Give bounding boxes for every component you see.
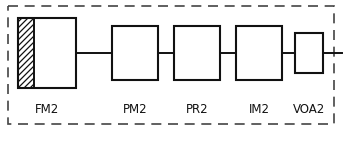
Bar [18,18,76,88]
Text: PR2: PR2 [186,103,208,116]
Bar [174,26,220,80]
Text: VOA2: VOA2 [293,103,325,116]
Bar [236,26,282,80]
Text: PM2: PM2 [123,103,147,116]
Bar [112,26,158,80]
Text: FM2: FM2 [35,103,59,116]
Bar [8,6,334,124]
Bar [295,33,323,73]
Text: IM2: IM2 [248,103,270,116]
